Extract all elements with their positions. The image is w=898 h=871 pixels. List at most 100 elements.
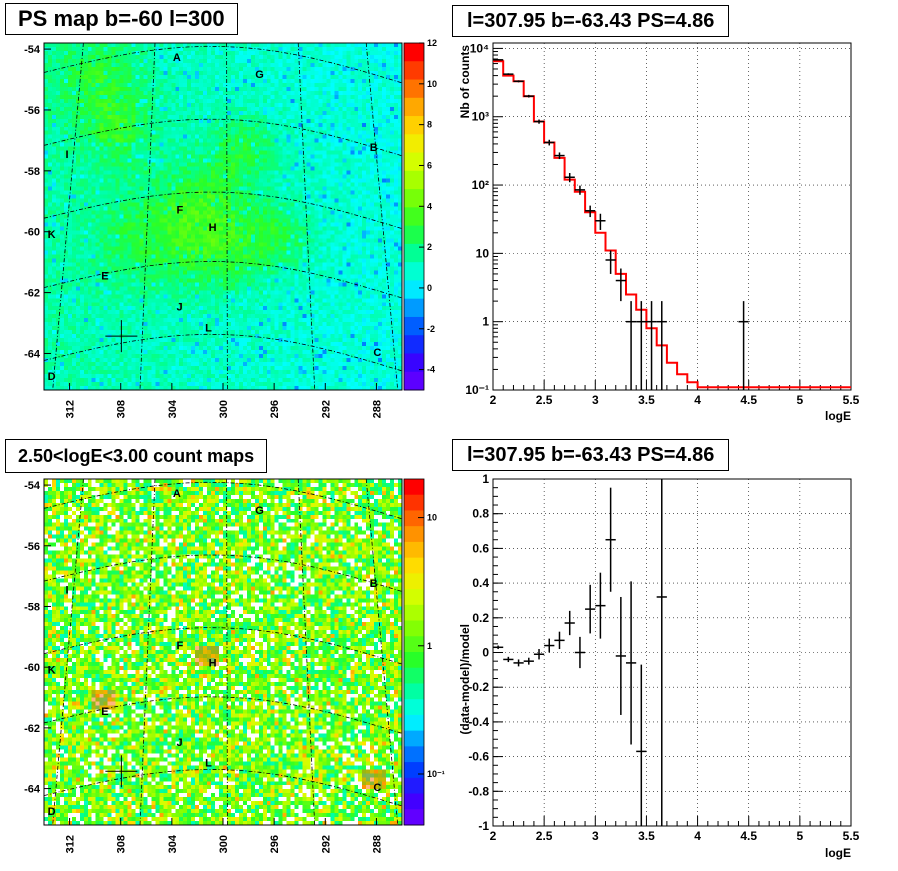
ps-colorbar-step <box>404 353 424 373</box>
ps-colorbar-step <box>404 116 424 135</box>
ps-colorbar-tick-label: 2 <box>427 242 432 252</box>
residual-y-tick-label: -0.6 <box>468 750 489 764</box>
spectrum-data-point <box>595 213 606 230</box>
residual-y-tick-label: -1 <box>478 819 489 833</box>
count-region-label: B <box>370 578 378 590</box>
spectrum-data-point <box>493 59 504 61</box>
count-lon-gridline <box>226 478 228 826</box>
spectrum-data-point <box>564 173 575 183</box>
ps-colorbar-step <box>404 170 424 190</box>
ps-colorbar-tick-label: 0 <box>427 283 432 293</box>
residual-data-point <box>625 581 637 745</box>
spectrum-x-tick-label: 3.5 <box>638 393 655 407</box>
count-lat-gridline <box>43 481 403 520</box>
count-colorbar-tick-label: 10⁻¹ <box>427 769 445 779</box>
spectrum-data-point <box>533 119 545 124</box>
spectrum-data-point <box>656 301 667 390</box>
ps-colorbar-step <box>404 262 424 281</box>
spectrum-x-tick-label: 3 <box>592 393 599 407</box>
ps-colorbar-tick-label: -4 <box>427 365 435 375</box>
count-colorbar-step <box>404 667 424 684</box>
ps-colorbar-step <box>404 152 424 172</box>
residual-data-point <box>585 584 596 634</box>
spectrum-title: l=307.95 b=-63.43 PS=4.86 <box>452 5 730 37</box>
spectrum-y-label: Nb of counts <box>458 45 472 119</box>
spectrum-y-tick-label: 10 <box>476 246 490 260</box>
residual-y-tick-label: -0.2 <box>468 680 489 694</box>
ps-colorbar-step <box>404 79 424 99</box>
spectrum-data-point <box>544 139 555 146</box>
ps-x-tick-label: 312 <box>65 400 77 418</box>
ps-region-label: E <box>101 270 108 282</box>
spectrum-data-point <box>503 73 514 76</box>
ps-x-tick-label: 300 <box>218 400 230 418</box>
ps-region-label: D <box>48 371 56 383</box>
ps-x-tick-label: 304 <box>167 399 179 418</box>
ps-colorbar-step <box>404 298 424 318</box>
residual-x-tick-label: 2.5 <box>536 829 553 843</box>
residual-data-point <box>533 649 545 660</box>
count-colorbar-step <box>404 793 424 810</box>
count-map: -54 -56 -58 -60 -62 -64 312 308 304 300 296 292 288 A… <box>24 478 445 853</box>
ps-colorbar-step <box>404 207 424 227</box>
residual-y-tick-label: 1 <box>482 472 489 486</box>
residual-y-tick-label: -0.4 <box>468 715 489 729</box>
residual-x-tick-label: 5.5 <box>843 829 860 843</box>
ps-region-label: H <box>209 222 217 234</box>
spectrum-x-tick-label: 5 <box>797 393 804 407</box>
count-region-label: D <box>48 806 56 818</box>
count-colorbar-frame <box>403 478 425 826</box>
ps-region-label: B <box>370 142 378 154</box>
ps-map-title: PS map b=-60 l=300 <box>5 3 238 35</box>
ps-colorbar-step <box>404 189 424 208</box>
count-colorbar-step <box>404 557 424 574</box>
count-region-label: K <box>48 664 56 676</box>
count-region-label: E <box>101 706 108 718</box>
count-y-tick-label: -60 <box>24 662 40 674</box>
ps-region-label: F <box>176 205 183 217</box>
spectrum-data-point <box>625 301 637 390</box>
count-y-tick-label: -56 <box>24 541 40 553</box>
residual-data-point <box>554 631 565 650</box>
spectrum-data-point <box>585 205 596 218</box>
residual-data-point <box>636 664 647 826</box>
residual-y-label: (data-model)/model <box>458 624 472 735</box>
count-region-label: L <box>205 758 212 770</box>
residual-y-tick-label: 0 <box>482 646 489 660</box>
count-colorbar-step <box>404 746 424 763</box>
spectrum-data-point <box>738 301 749 390</box>
ps-x-tick-label: 308 <box>116 400 128 418</box>
ps-colorbar-tick-label: 6 <box>427 160 432 170</box>
spectrum-x-tick-label: 4.5 <box>740 393 757 407</box>
residual-data-point <box>615 596 626 715</box>
ps-y-tick-label: -56 <box>24 105 40 117</box>
ps-region-label: C <box>373 347 381 359</box>
count-y-tick-label: -58 <box>24 601 40 613</box>
count-lon-gridline <box>365 478 399 826</box>
residual-x-tick-label: 2 <box>490 829 497 843</box>
spectrum-x-tick-label: 2 <box>490 393 497 407</box>
count-lon-gridline <box>139 478 156 826</box>
count-colorbar-step <box>404 636 424 653</box>
count-lon-gridline <box>297 478 316 826</box>
count-region-label: J <box>176 737 182 749</box>
ps-region-label: L <box>205 323 212 335</box>
ps-colorbar-tick-label: -2 <box>427 324 435 334</box>
spectrum-data-point <box>574 185 586 195</box>
ps-lat-gridline <box>43 261 403 299</box>
count-colorbar-step <box>404 494 424 511</box>
ps-colorbar-tick-label: 10 <box>427 79 437 89</box>
count-colorbar-step <box>404 762 424 779</box>
count-region-label: F <box>176 640 183 652</box>
spectrum-y-tick-label: 10⁻¹ <box>465 383 489 397</box>
spectrum-y-tick-label: 10⁴ <box>470 41 489 55</box>
ps-lon-gridline <box>365 42 399 391</box>
count-colorbar-step <box>404 714 424 732</box>
ps-lat-gridline <box>43 333 403 372</box>
residual-data-point <box>595 572 606 639</box>
count-colorbar-step <box>404 730 424 747</box>
count-colorbar-step <box>404 526 424 543</box>
ps-colorbar-tick-label: 4 <box>427 201 432 211</box>
residual-data-point <box>656 479 667 826</box>
residual-x-tick-label: 4 <box>694 829 701 843</box>
